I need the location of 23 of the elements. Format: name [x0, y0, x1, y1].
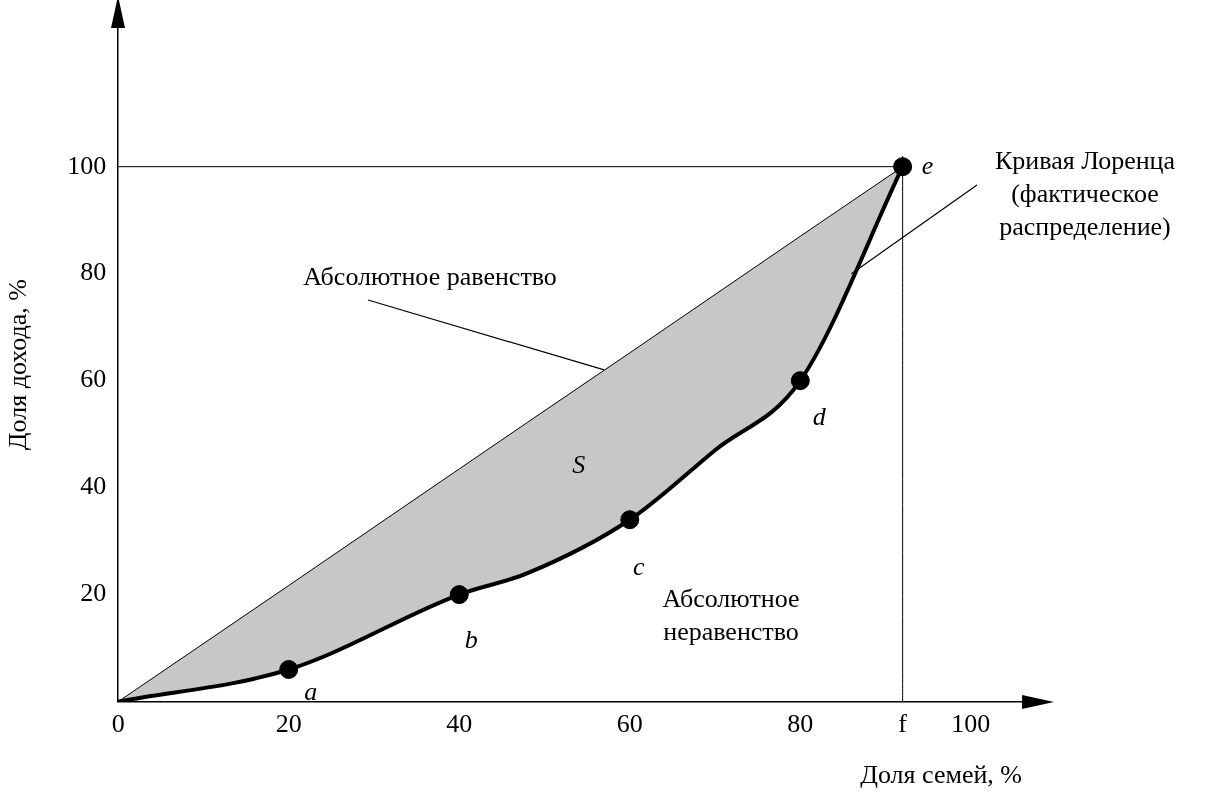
- annotation: Кривая Лоренца (фактическое распределение): [994, 145, 1176, 241]
- x-tick-label: f: [898, 709, 908, 739]
- x-tick-label: 0: [111, 709, 125, 739]
- x-tick-label: 60: [616, 709, 643, 739]
- annotation: Абсолютное равенство: [303, 261, 557, 291]
- annotation: c: [633, 551, 646, 581]
- annotation: a: [304, 677, 318, 707]
- y-axis-title: Доля дохода, %: [3, 279, 33, 451]
- x-tick-label: 40: [446, 709, 473, 739]
- x-tick-label: 80: [787, 709, 814, 739]
- annotation: b: [464, 625, 478, 655]
- x-tick-label: 100: [951, 709, 991, 739]
- annotation: e: [921, 150, 934, 180]
- x-tick-label: 20: [275, 709, 302, 739]
- annotation: S: [572, 450, 586, 480]
- y-tick-label: 20: [80, 578, 107, 608]
- y-tick-label: 80: [80, 257, 107, 287]
- y-tick-label: 100: [67, 150, 107, 180]
- y-tick-label: 60: [80, 364, 107, 394]
- y-tick-label: 40: [80, 471, 107, 501]
- annotation: d: [812, 402, 827, 432]
- x-axis-title: Доля семей, %: [860, 760, 1022, 790]
- annotation: Абсолютное неравенство: [662, 583, 800, 646]
